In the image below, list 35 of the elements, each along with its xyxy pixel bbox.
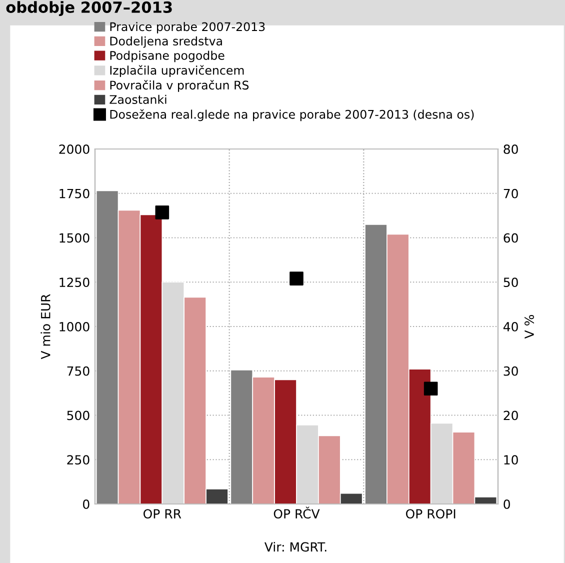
point (155, 206, 170, 220)
y-tick-label: 250 (67, 455, 90, 465)
legend-label: Izplačila upravičencem (110, 65, 244, 78)
y-tick-label: 500 (67, 410, 90, 420)
y2-tick-label: 50 (504, 278, 518, 288)
y-tick-label: 750 (67, 366, 90, 376)
y-axis-title: V mio EUR (40, 294, 50, 360)
y-tick-label: 1500 (60, 233, 90, 243)
x-tick-label: OP RČV (274, 506, 320, 519)
x-tick-label: OP RR (144, 509, 182, 519)
y-tick-label: 2000 (59, 144, 90, 154)
y2-tick-label: 20 (504, 410, 518, 420)
legend-label: Podpisane pogodbe (110, 50, 224, 62)
legend-label: Pravice porabe 2007-2013 (110, 22, 265, 34)
y2-tick-label: 70 (504, 188, 518, 198)
y2-tick-label: 10 (504, 455, 518, 465)
y2-tick-label: 0 (504, 499, 510, 509)
y2-tick-label: 30 (504, 366, 518, 376)
y-tick-label: 1250 (60, 278, 90, 288)
legend-label: Dodeljena sredstva (110, 36, 222, 48)
point (290, 272, 304, 286)
y2-axis-title: V % (524, 314, 534, 339)
y-tick-label: 1750 (60, 188, 90, 198)
y-tick-label: 1000 (60, 322, 90, 332)
legend-label: Dosežena real.glede na pravice porabe 2007-2013 (desna os) (110, 109, 474, 122)
x-tick-label: OP ROPI (406, 509, 456, 519)
y-tick-label: 0 (83, 499, 90, 509)
y2-tick-label: 60 (504, 233, 518, 243)
point (424, 382, 438, 396)
y2-tick-label: 80 (504, 144, 518, 154)
legend-label: Zaostanki (110, 94, 166, 104)
legend-label: Povračila v proračun RS (110, 80, 249, 92)
y2-tick-label: 40 (503, 322, 518, 332)
text: Vir: MGRT. (264, 542, 326, 552)
chart-title: obdobje 2007–2013 (6, 1, 172, 16)
